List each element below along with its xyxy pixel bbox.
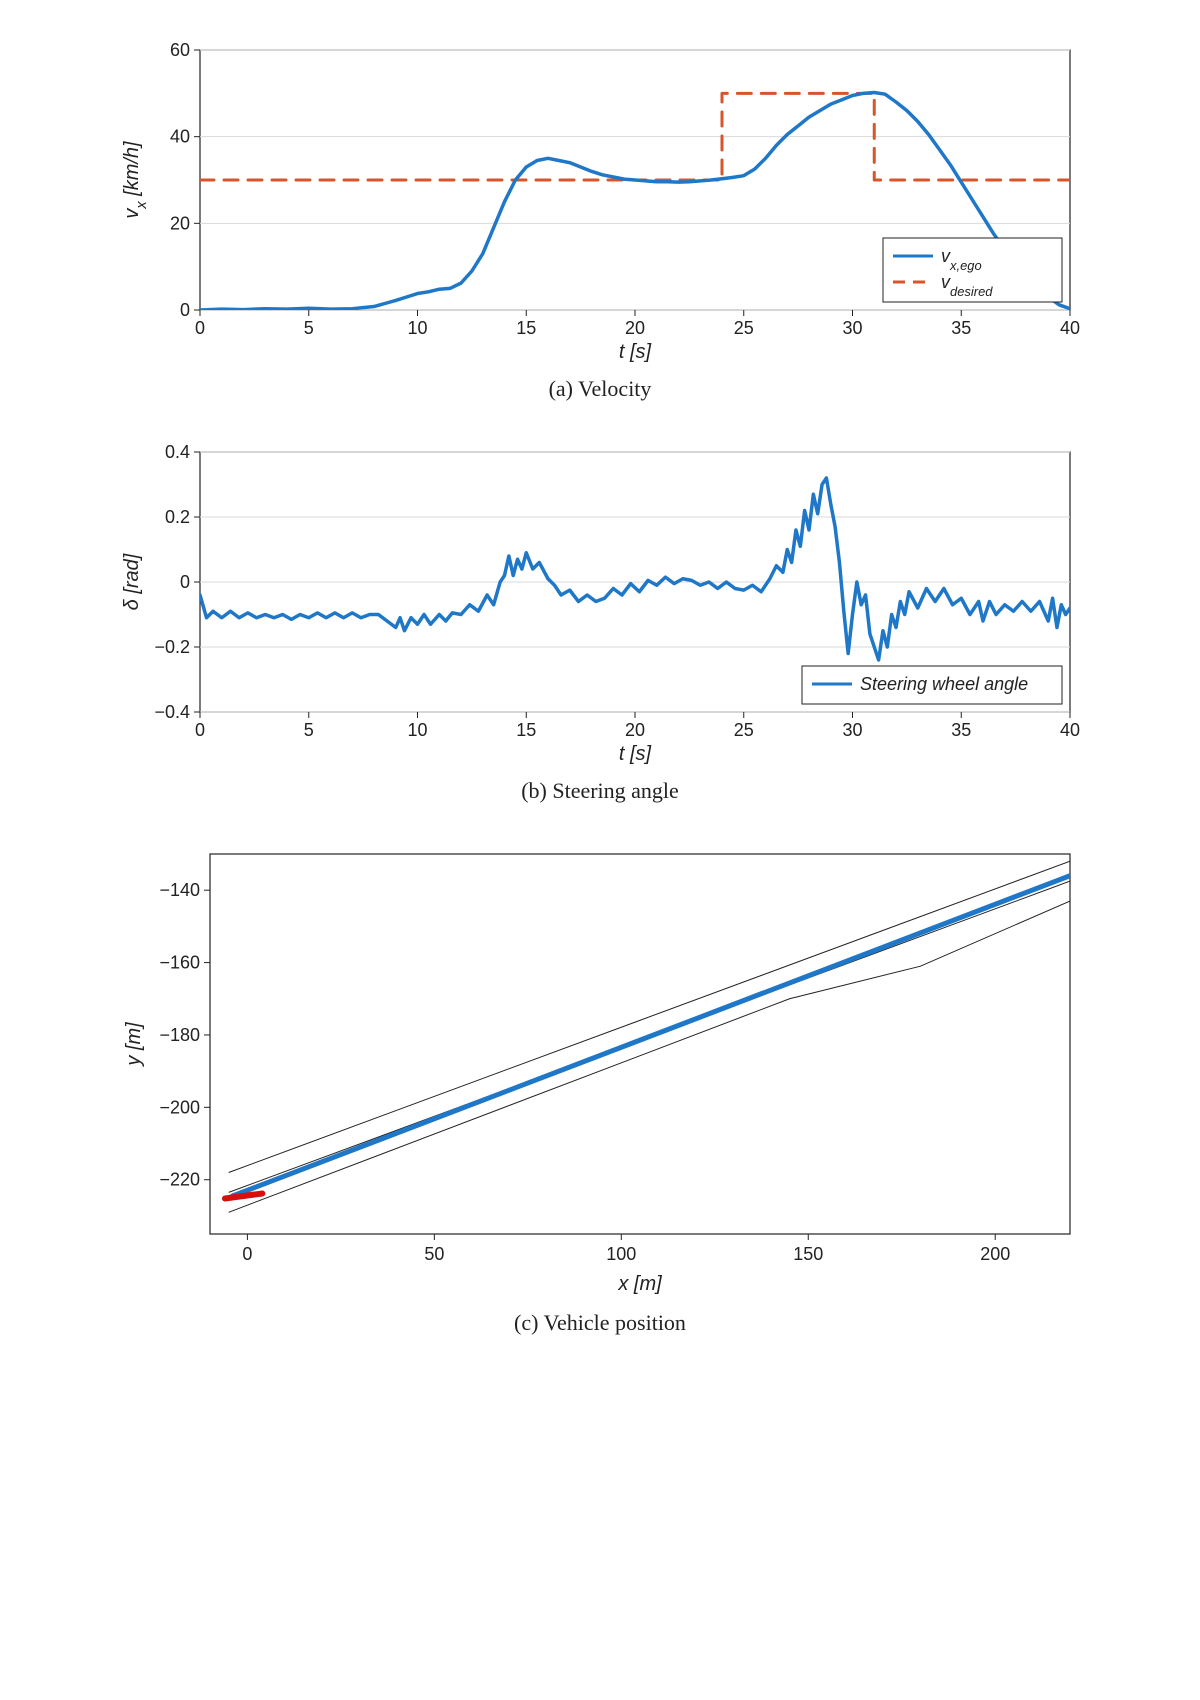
svg-text:15: 15 — [516, 318, 536, 338]
svg-text:0.2: 0.2 — [165, 507, 190, 527]
svg-text:t [s]: t [s] — [619, 341, 652, 363]
svg-text:10: 10 — [407, 318, 427, 338]
svg-text:150: 150 — [793, 1244, 823, 1264]
svg-text:0: 0 — [195, 318, 205, 338]
svg-text:0: 0 — [180, 572, 190, 592]
panel-steering: −0.4 −0.2 0 0.2 0.4 0 5 10 15 20 25 30 35 40 t [s] δ [r… — [30, 432, 1170, 804]
svg-text:−200: −200 — [159, 1097, 200, 1117]
svg-text:40: 40 — [1060, 318, 1080, 338]
svg-text:−140: −140 — [159, 880, 200, 900]
svg-text:−220: −220 — [159, 1170, 200, 1190]
svg-text:200: 200 — [980, 1244, 1010, 1264]
caption-b: (b) Steering angle — [30, 778, 1170, 804]
svg-text:0: 0 — [195, 720, 205, 740]
svg-text:−0.4: −0.4 — [154, 702, 190, 722]
svg-text:δ [rad]: δ [rad] — [121, 553, 143, 610]
caption-c: (c) Vehicle position — [30, 1310, 1170, 1336]
svg-text:60: 60 — [170, 40, 190, 60]
svg-text:t [s]: t [s] — [619, 743, 652, 765]
svg-text:15: 15 — [516, 720, 536, 740]
svg-text:10: 10 — [407, 720, 427, 740]
caption-a: (a) Velocity — [30, 376, 1170, 402]
svg-text:40: 40 — [1060, 720, 1080, 740]
svg-text:x [m]: x [m] — [617, 1273, 662, 1295]
svg-text:0: 0 — [242, 1244, 252, 1264]
svg-text:30: 30 — [842, 720, 862, 740]
svg-text:5: 5 — [304, 318, 314, 338]
svg-text:35: 35 — [951, 318, 971, 338]
svg-text:y [m]: y [m] — [123, 1022, 145, 1068]
panel-position: −140 −160 −180 −200 −220 0 50 100 150 200 x [m] y [… — [30, 834, 1170, 1336]
svg-text:30: 30 — [842, 318, 862, 338]
svg-text:25: 25 — [734, 318, 754, 338]
chart-position: −140 −160 −180 −200 −220 0 50 100 150 200 x [m] y [… — [100, 834, 1100, 1304]
svg-text:50: 50 — [424, 1244, 444, 1264]
svg-text:20: 20 — [625, 318, 645, 338]
svg-text:−160: −160 — [159, 953, 200, 973]
chart-velocity: 02040600510152025303540t [s]vx [km/h]vx,… — [100, 30, 1100, 370]
chart-steering: −0.4 −0.2 0 0.2 0.4 0 5 10 15 20 25 30 35 40 t [s] δ [r… — [100, 432, 1100, 772]
svg-text:20: 20 — [170, 213, 190, 233]
svg-text:40: 40 — [170, 127, 190, 147]
panel-velocity: 02040600510152025303540t [s]vx [km/h]vx,… — [30, 30, 1170, 402]
svg-text:25: 25 — [734, 720, 754, 740]
svg-text:5: 5 — [304, 720, 314, 740]
svg-text:35: 35 — [951, 720, 971, 740]
svg-text:20: 20 — [625, 720, 645, 740]
svg-text:0: 0 — [180, 300, 190, 320]
svg-text:100: 100 — [606, 1244, 636, 1264]
svg-text:−180: −180 — [159, 1025, 200, 1045]
svg-text:Steering wheel angle: Steering wheel angle — [860, 674, 1028, 694]
svg-text:0.4: 0.4 — [165, 442, 190, 462]
svg-text:−0.2: −0.2 — [154, 637, 190, 657]
